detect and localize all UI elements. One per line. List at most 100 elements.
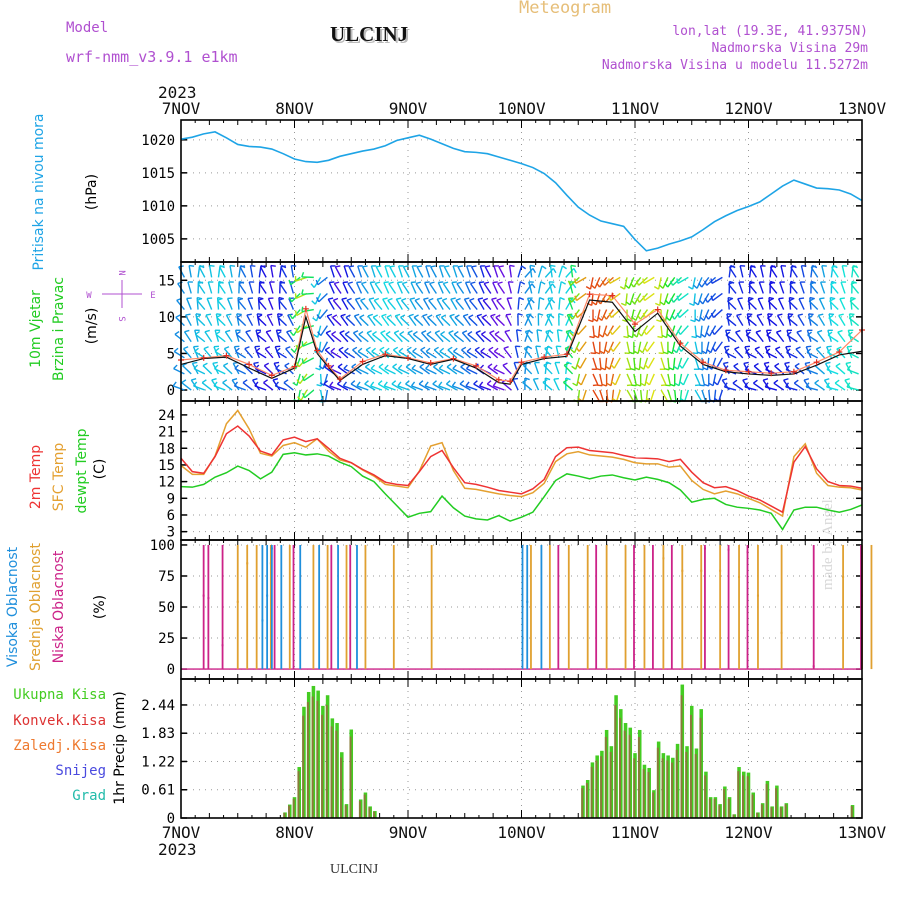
- panel-temperature-frame: [180, 400, 863, 541]
- wind-barb-flag: [294, 293, 297, 299]
- wind-barb-flag: [848, 331, 853, 336]
- wind-barb-flag: [664, 299, 670, 305]
- y-tick-label: 3: [167, 525, 175, 541]
- y-tick-label: 1010: [141, 199, 175, 215]
- wind-barb: [525, 314, 533, 326]
- low-cloud-bar-tick: [221, 644, 224, 647]
- wind-barb-flag: [785, 365, 790, 371]
- wind-barb-flag: [642, 295, 646, 301]
- wind-barb: [302, 324, 314, 330]
- wind-gust-marker: [745, 368, 752, 375]
- wind-barb: [564, 347, 574, 359]
- wind-barb: [727, 283, 737, 294]
- wind-barb: [493, 265, 499, 278]
- wind-barb-flag: [485, 265, 491, 268]
- wind-barb: [736, 315, 744, 327]
- wind-barb: [424, 282, 431, 294]
- wind-barb-flag: [703, 383, 709, 387]
- wind-barb: [626, 389, 634, 401]
- wind-barb: [575, 357, 581, 370]
- wind-barb: [774, 348, 785, 359]
- wind-barb-flag: [571, 365, 577, 370]
- wind-barb-flag: [723, 382, 728, 388]
- wind-barb-flag: [185, 313, 191, 316]
- wind-barb-flag: [334, 281, 340, 285]
- wind-barb: [713, 389, 717, 403]
- wind-barb-flag: [526, 313, 532, 316]
- wind-barb-flag: [364, 380, 369, 385]
- wind-barb-flag: [194, 330, 200, 335]
- wind-barb-flag: [291, 264, 297, 267]
- wind-barb-flag: [606, 382, 612, 387]
- low-cloud-bar-tick: [812, 665, 815, 668]
- wind-barb: [213, 385, 226, 391]
- wind-barb: [248, 281, 254, 294]
- wind-barb-flag: [783, 378, 789, 381]
- wind-barb-flag: [658, 352, 664, 355]
- wind-barb: [528, 281, 533, 294]
- mid-cloud-bar-tick: [246, 562, 249, 565]
- wind-barb-flag: [849, 298, 855, 302]
- wind-barb: [474, 349, 485, 359]
- wind-barb: [576, 292, 587, 302]
- wind-barb: [173, 368, 185, 375]
- wind-barb-flag: [173, 347, 179, 353]
- wind-barb: [623, 277, 628, 290]
- wind-barb-flag: [745, 348, 750, 353]
- wind-barb-flag: [574, 295, 578, 301]
- wind-barb-flag: [475, 330, 481, 334]
- wind-barb-flag: [428, 297, 434, 302]
- wind-barb: [396, 282, 403, 294]
- wind-barb-flag: [259, 281, 265, 285]
- wind-barb-flag: [567, 280, 572, 286]
- wind-barb: [345, 316, 356, 327]
- wind-barb-flag: [460, 363, 466, 368]
- precip-bar-conv: [363, 794, 366, 818]
- wind-barb: [257, 316, 267, 327]
- wind-barb: [276, 333, 287, 343]
- wind-barb: [777, 298, 785, 310]
- wind-barb: [329, 265, 335, 278]
- wind-barb-flag: [342, 281, 349, 284]
- wind-barb: [347, 283, 356, 294]
- wind-barb-flag: [594, 351, 601, 355]
- wind-barb-flag: [479, 381, 484, 387]
- wind-barb: [567, 298, 574, 310]
- wind-barb-flag: [223, 362, 229, 367]
- wind-barb: [303, 373, 315, 382]
- wind-barb: [425, 368, 437, 375]
- wind-barb: [420, 349, 431, 359]
- wind-barb-flag: [593, 334, 599, 339]
- wind-barb-flag: [337, 363, 343, 368]
- wind-barb: [364, 366, 376, 375]
- wind-barb-flag: [343, 364, 348, 370]
- precip-bar-conv: [760, 804, 763, 818]
- wind-barb-flag: [726, 314, 732, 319]
- precip-bar-conv: [699, 717, 702, 818]
- wind-barb: [649, 389, 655, 402]
- wind-barb: [580, 373, 587, 386]
- wind-barb: [342, 282, 349, 294]
- wind-barb: [660, 341, 665, 354]
- wind-barb-flag: [279, 281, 285, 285]
- wind-barb: [183, 331, 192, 343]
- wind-barb-flag: [280, 265, 286, 268]
- wind-barb: [748, 283, 757, 294]
- wind-barb: [329, 385, 342, 391]
- wind-barb: [302, 341, 315, 347]
- wind-barb-flag: [533, 377, 539, 380]
- wind-barb: [247, 298, 254, 310]
- wind-barb: [611, 325, 621, 336]
- wind-barb-flag: [378, 363, 384, 368]
- wind-barb-flag: [377, 380, 383, 385]
- low-cloud-bar-tick: [746, 551, 749, 554]
- wind-barb: [713, 309, 723, 319]
- mid-cloud-bar-tick: [719, 569, 722, 572]
- wind-barb: [452, 368, 464, 375]
- wind-barb-flag: [631, 384, 637, 387]
- wind-barb-flag: [670, 297, 675, 303]
- wind-barb-flag: [848, 314, 854, 319]
- wind-barb-flag: [376, 265, 382, 268]
- wind-barb: [819, 281, 826, 294]
- precip-bar-conv: [775, 788, 778, 818]
